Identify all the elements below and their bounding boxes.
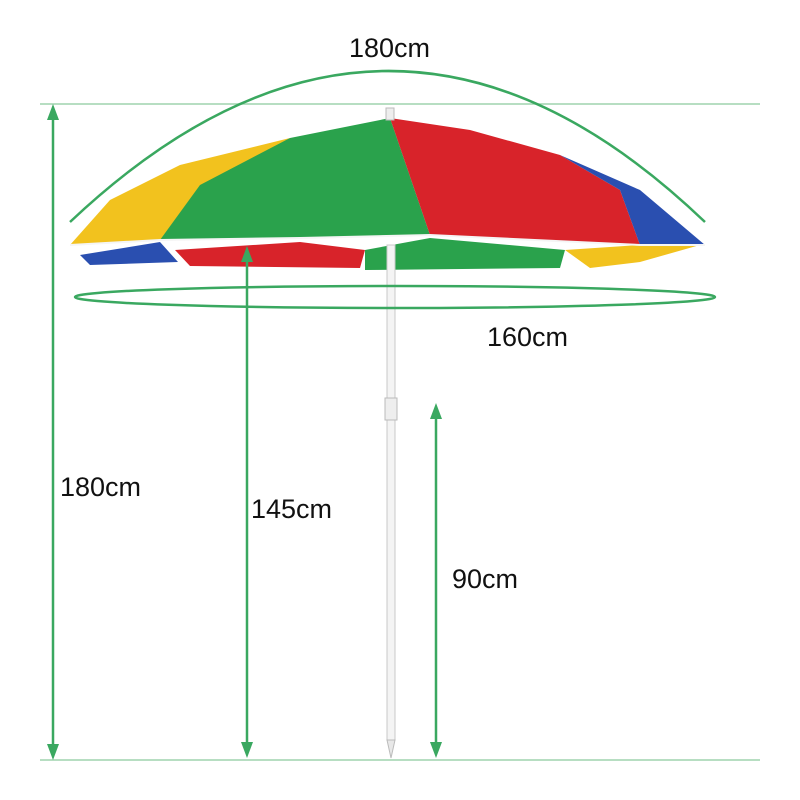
arrowhead [241,742,253,758]
canopy-height-label: 145cm [251,494,333,524]
underside-red [175,242,365,268]
umbrella-pole [386,244,396,741]
underside-blue [80,242,178,265]
arrowhead [241,246,253,262]
pole-tilt-joint [384,397,398,421]
total-height-label: 180cm [60,472,142,502]
pole-spike [386,739,396,759]
canopy-arc-dimension [69,69,706,223]
canopy-panel-yellow-right [565,245,700,268]
canopy-diameter-label: 160cm [487,322,569,352]
canopy-diameter-ellipse [73,284,717,310]
canopy-arc-label: 180cm [349,33,431,63]
arrowhead [430,403,442,419]
umbrella-canopy [69,107,705,270]
arrowhead [430,742,442,758]
lower-pole-label: 90cm [452,564,519,594]
umbrella-finial [385,107,395,121]
canopy-panel-yellow-left [70,138,290,245]
underside-green [365,238,565,270]
canopy-trim [69,233,705,246]
canopy-panel-red [390,118,640,245]
canopy-panel-green [160,118,430,240]
canopy-panel-blue [560,155,705,245]
arrowhead [47,104,59,120]
arrowhead [47,744,59,760]
